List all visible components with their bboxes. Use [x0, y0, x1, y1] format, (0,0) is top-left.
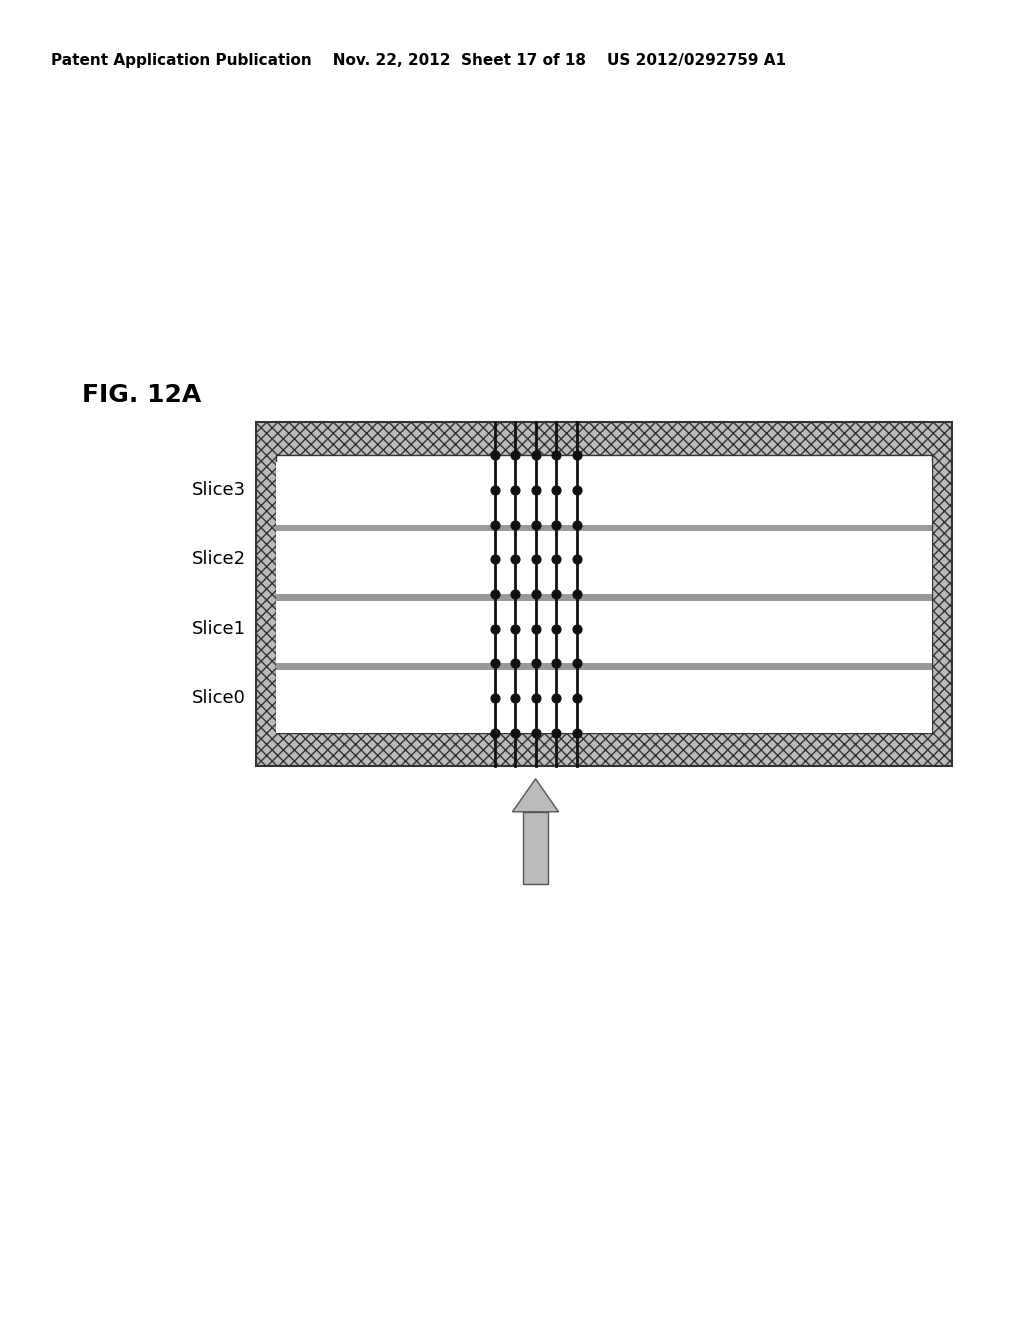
- Point: [548, 722, 564, 743]
- Point: [486, 549, 503, 570]
- Point: [486, 583, 503, 605]
- Point: [548, 688, 564, 709]
- Polygon shape: [512, 779, 558, 812]
- Text: Slice3: Slice3: [191, 480, 246, 499]
- Point: [527, 652, 544, 673]
- Point: [486, 722, 503, 743]
- Point: [527, 688, 544, 709]
- Point: [548, 549, 564, 570]
- Point: [527, 722, 544, 743]
- Point: [527, 549, 544, 570]
- Point: [486, 445, 503, 466]
- Point: [527, 479, 544, 500]
- Point: [527, 583, 544, 605]
- Point: [568, 618, 585, 639]
- Point: [507, 445, 523, 466]
- Point: [568, 549, 585, 570]
- Point: [568, 688, 585, 709]
- Point: [548, 583, 564, 605]
- Point: [548, 479, 564, 500]
- Point: [507, 583, 523, 605]
- Point: [507, 479, 523, 500]
- Point: [527, 445, 544, 466]
- Point: [527, 513, 544, 536]
- Point: [568, 479, 585, 500]
- Point: [568, 513, 585, 536]
- Text: FIG. 12A: FIG. 12A: [82, 383, 201, 407]
- Text: Slice0: Slice0: [191, 689, 246, 708]
- Point: [568, 583, 585, 605]
- Point: [507, 722, 523, 743]
- Text: Slice2: Slice2: [191, 550, 246, 569]
- Bar: [522, 812, 549, 884]
- Bar: [276, 601, 932, 663]
- Point: [507, 549, 523, 570]
- Point: [568, 652, 585, 673]
- Point: [486, 688, 503, 709]
- Point: [486, 652, 503, 673]
- Point: [548, 652, 564, 673]
- Point: [486, 513, 503, 536]
- Point: [548, 513, 564, 536]
- Bar: [276, 671, 932, 733]
- Text: Slice1: Slice1: [191, 619, 246, 638]
- Point: [527, 618, 544, 639]
- Point: [568, 722, 585, 743]
- Bar: [276, 531, 932, 594]
- Point: [507, 688, 523, 709]
- Point: [486, 618, 503, 639]
- Bar: [276, 660, 932, 671]
- Point: [548, 618, 564, 639]
- Text: Patent Application Publication    Nov. 22, 2012  Sheet 17 of 18    US 2012/02927: Patent Application Publication Nov. 22, …: [51, 53, 786, 67]
- Point: [548, 445, 564, 466]
- Bar: [256, 422, 952, 766]
- Point: [507, 513, 523, 536]
- Point: [507, 618, 523, 639]
- Point: [486, 479, 503, 500]
- Bar: [276, 462, 932, 524]
- Bar: [276, 590, 932, 601]
- Bar: [276, 521, 932, 531]
- Point: [507, 652, 523, 673]
- Point: [568, 445, 585, 466]
- Bar: [276, 455, 932, 733]
